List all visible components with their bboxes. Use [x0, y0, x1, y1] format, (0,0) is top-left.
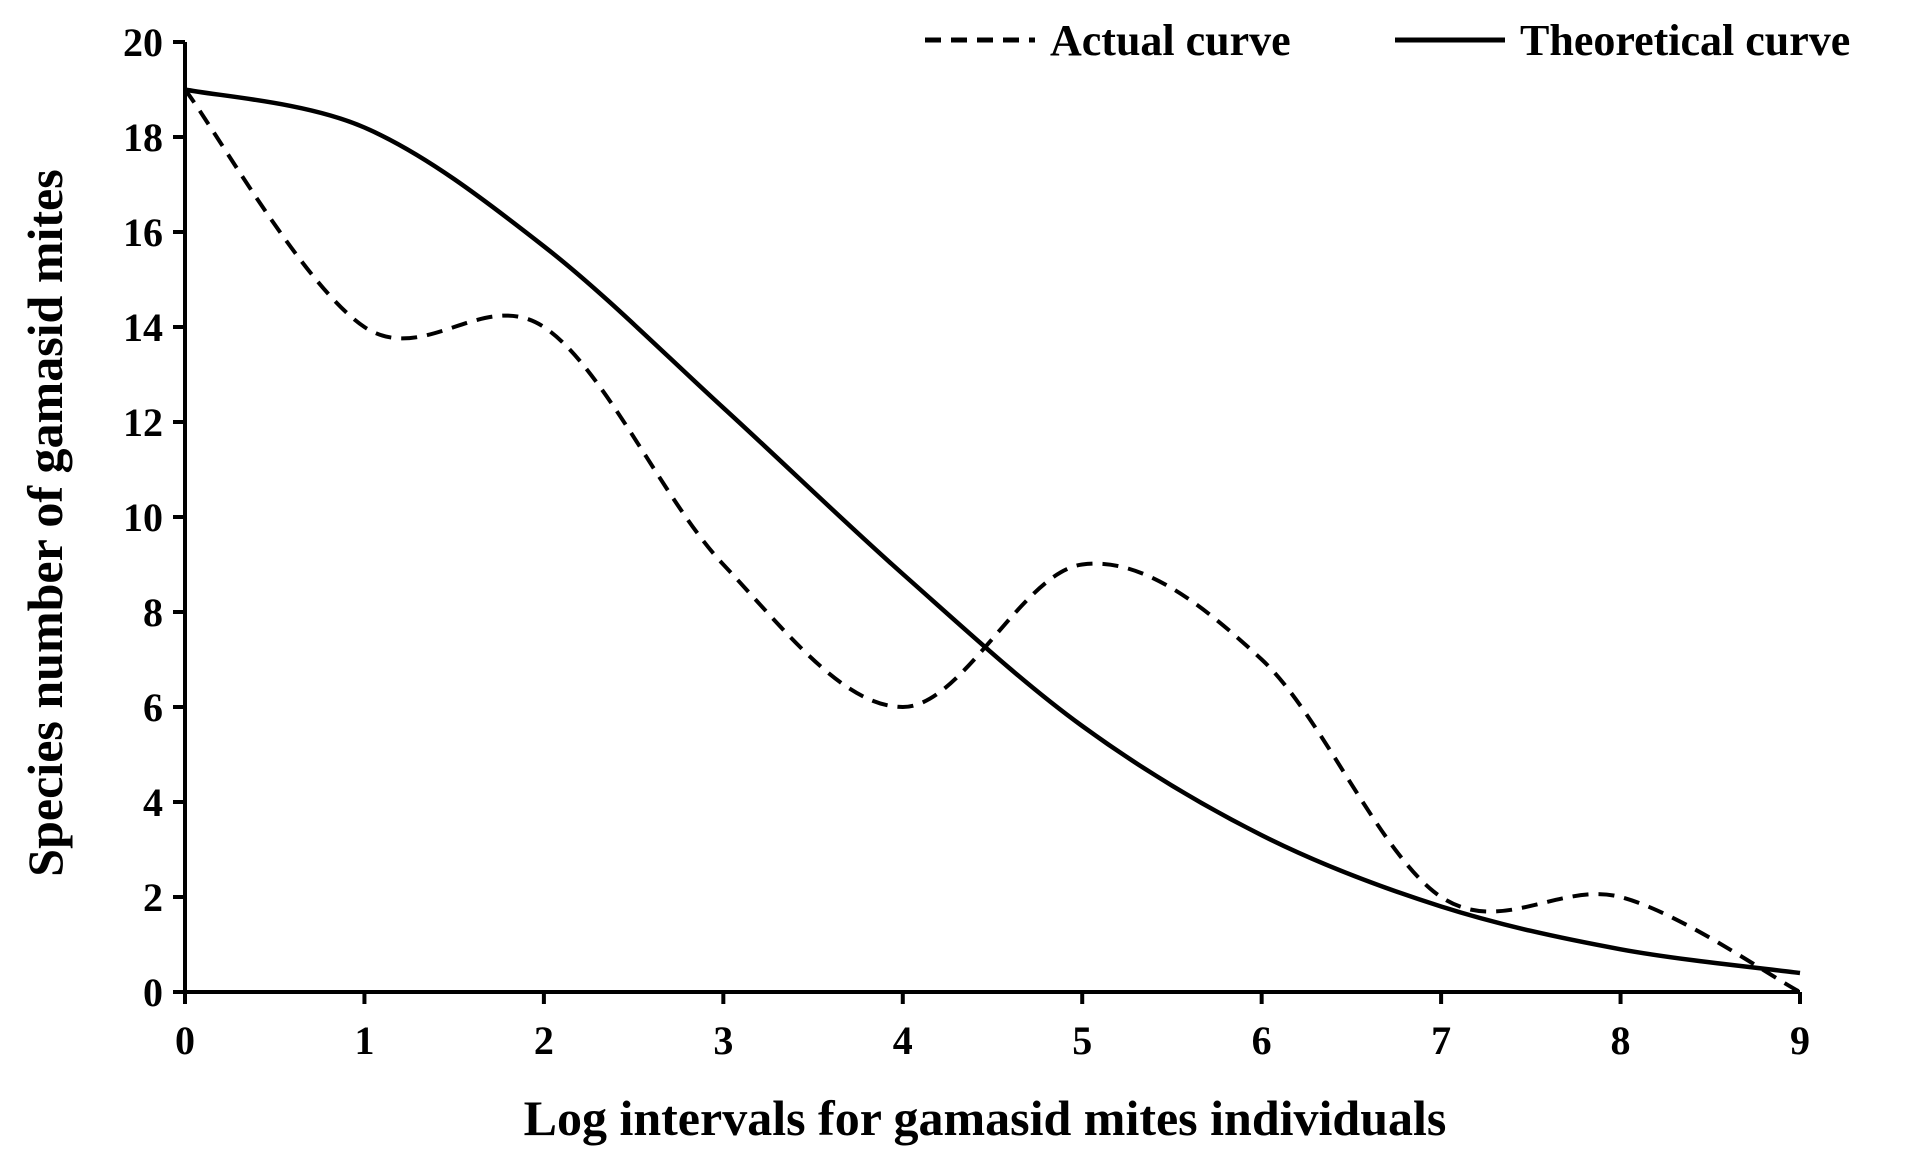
y-axis-title: Species number of gamasid mites — [17, 169, 73, 876]
y-tick-label: 14 — [123, 305, 163, 350]
y-tick-label: 18 — [123, 115, 163, 160]
y-tick-label: 20 — [123, 20, 163, 65]
plot-area — [183, 87, 1801, 994]
y-tick-label: 10 — [123, 495, 163, 540]
legend: Actual curve Theoretical curve — [925, 16, 1850, 65]
series-line-theoretical — [184, 87, 1801, 976]
y-tick-label: 12 — [123, 400, 163, 445]
x-tick-label: 7 — [1431, 1018, 1451, 1063]
legend-label: Theoretical curve — [1520, 16, 1850, 65]
y-tick-label: 16 — [123, 210, 163, 255]
x-tick-label: 3 — [713, 1018, 733, 1063]
y-tick-label: 8 — [143, 590, 163, 635]
legend-label: Actual curve — [1050, 16, 1291, 65]
series-line-actual — [183, 88, 1801, 994]
x-tick-label: 0 — [175, 1018, 195, 1063]
y-tick-label: 2 — [143, 875, 163, 920]
x-tick-label: 1 — [354, 1018, 374, 1063]
x-tick-label: 4 — [893, 1018, 913, 1063]
y-tick-label: 6 — [143, 685, 163, 730]
x-tick-label: 8 — [1611, 1018, 1631, 1063]
x-tick-label: 5 — [1072, 1018, 1092, 1063]
y-tick-label: 0 — [143, 970, 163, 1015]
y-tick-label: 4 — [143, 780, 163, 825]
x-tick-label: 2 — [534, 1018, 554, 1063]
x-axis-title: Log intervals for gamasid mites individu… — [524, 1090, 1447, 1146]
x-tick-label: 6 — [1252, 1018, 1272, 1063]
x-tick-label: 9 — [1790, 1018, 1810, 1063]
